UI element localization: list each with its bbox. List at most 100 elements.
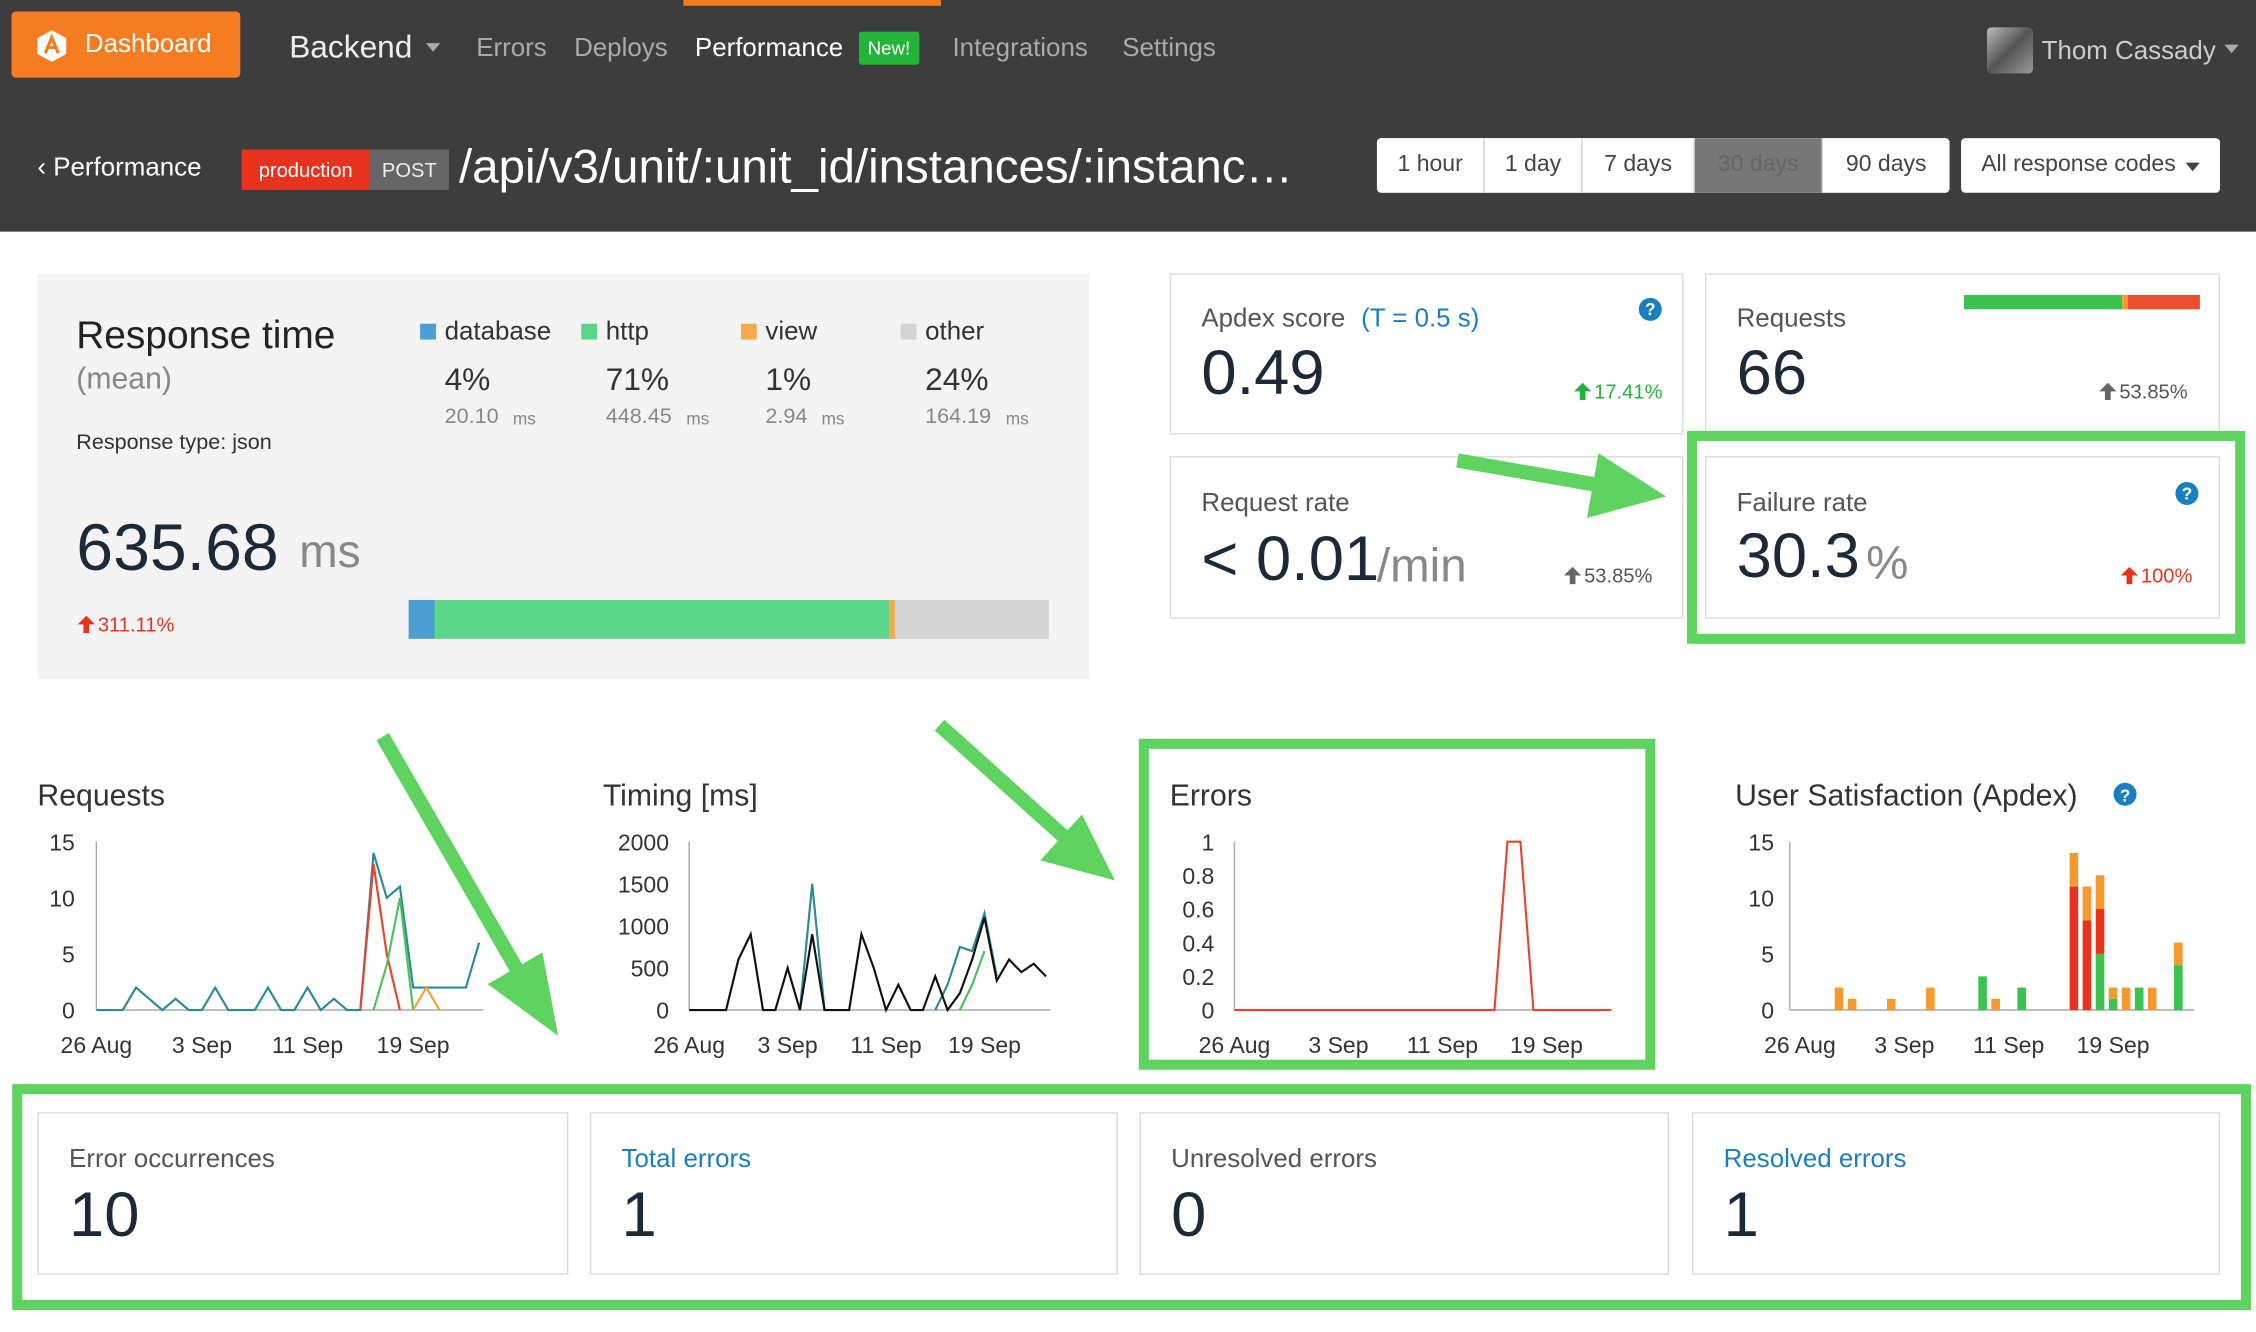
t-label: (T = 0.5 s) [1361,303,1480,333]
legend-ms-unit: ms [512,408,536,429]
series-line [412,985,441,1011]
back-link[interactable]: ‹ Performance [37,152,202,182]
method-badge: POST [369,149,449,190]
caret [2185,162,2200,179]
bar-segment [2069,852,2079,887]
x-tick-label: 19 Sep [2077,1032,2150,1058]
caret [425,43,441,59]
up-arrow [2120,566,2139,585]
help-icon[interactable]: ? [2175,481,2199,506]
avatar[interactable] [1986,27,2033,74]
x-tick-label: 11 Sep [1407,1032,1478,1058]
x-tick-label: 26 Aug [653,1032,725,1058]
series-line [1234,840,1612,1012]
up-arrow [77,615,95,634]
range-button-active[interactable]: 30 days [1694,138,1823,193]
caret [2224,44,2239,61]
endpoint: /api/v3/unit/:unit_id/instances/:instanc… [458,139,1293,193]
help-icon-bg[interactable] [2113,782,2137,806]
legend-name: database [444,316,552,346]
y-tick-label: 1000 [618,913,669,939]
env-badge: production [241,149,370,190]
x-tick-label: 26 Aug [1764,1032,1836,1058]
response-value: 635.68 [76,509,279,585]
user-name[interactable]: Thom Cassady [2041,35,2216,65]
legend-percent: 4% [444,361,491,398]
x-tick-label: 11 Sep [1973,1032,2044,1058]
help-icon[interactable]: ? [2120,785,2131,805]
metric-change: 53.85% [2119,379,2188,403]
codes-dropdown[interactable]: All response codes [1961,138,2221,193]
tab[interactable]: Deploys [574,33,668,62]
series-line [96,852,481,1012]
legend-swatch [581,323,598,340]
error-card: Error occurrences 10 [37,1112,569,1275]
metric-label: Apdex score [1201,303,1346,333]
metric-change: 53.85% [1584,564,1653,588]
series-line [958,950,986,1011]
y-tick-label: 0.8 [1182,863,1214,889]
series-line [689,917,1047,1014]
series-line [359,863,401,1011]
bar-segment [1991,998,2000,1011]
y-tick-label: 0 [1202,998,1215,1024]
help-icon[interactable]: ? [1638,297,1662,321]
panel-subtitle: (mean) [76,362,172,396]
y-tick-label: 0 [656,998,669,1024]
metric-change: 100% [2140,564,2193,588]
arrows [376,453,1667,1036]
x-tick-label: 19 Sep [377,1032,450,1058]
y-tick-label: 0.2 [1182,964,1214,990]
bar-segment [2095,909,2105,954]
metric-label: Request rate [1201,487,1350,517]
breakdown-segment [888,599,896,639]
y-tick-label: 15 [49,829,75,855]
bar-segment [2108,998,2118,1011]
bar-segment [2082,920,2092,1011]
apdex-card: Apdex score (T = 0.5 s) ? 0.49 17.41% [1169,273,1684,435]
metric-unit: % [1866,535,1909,589]
range-button[interactable]: 1 day [1484,138,1583,193]
brand-icon [37,30,67,62]
error-label[interactable]: Total errors [621,1143,752,1173]
codes-label: All response codes [1981,152,2176,177]
bar-segment [1886,998,1896,1011]
range-button[interactable]: 7 days [1582,138,1695,193]
y-tick-label: 10 [49,885,75,911]
tab[interactable]: Errors [476,33,547,62]
bar-segment [2095,875,2105,910]
bar-segment [2173,942,2183,966]
x-tick-label: 11 Sep [272,1032,343,1058]
breakdown-segment [434,599,889,639]
dashboard-button[interactable]: Dashboard [11,11,241,78]
range-button[interactable]: 1 hour [1376,138,1485,193]
metric-value: 66 [1736,338,1808,409]
range-button[interactable]: 90 days [1822,138,1950,193]
status-bar [2127,294,2200,310]
y-tick-label: 15 [1748,829,1774,855]
response-type: Response type: json [76,430,272,455]
tab[interactable]: Settings [1122,33,1216,62]
tab[interactable]: Integrations [952,33,1088,62]
legend-swatch [900,323,917,340]
metric-value: < 0.01 [1201,523,1380,595]
top-bar [0,0,2256,232]
metric-change: 17.41% [1594,379,1663,403]
y-tick-label: 5 [62,942,75,968]
error-label[interactable]: Resolved errors [1723,1143,1907,1173]
chart-title: Requests [37,780,165,813]
legend-ms: 2.94 [765,404,808,429]
x-tick-label: 11 Sep [850,1032,921,1058]
legend-swatch [740,323,757,340]
tab[interactable]: Performance [694,33,844,62]
requests-card: Requests 66 53.85% [1704,273,2221,435]
bar-segment [2147,987,2157,1011]
error-card: Total errors 1 [589,1112,1118,1275]
status-bar [1963,294,2123,310]
project[interactable]: Backend [289,28,413,65]
metric-value: 0.49 [1201,338,1325,409]
error-value: 0 [1171,1179,1207,1251]
new-badge: New! [858,31,919,65]
panel-title: Response time [76,313,336,357]
